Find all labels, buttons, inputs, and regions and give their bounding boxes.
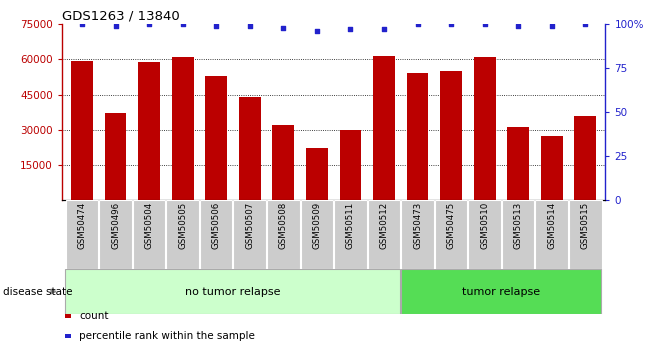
Bar xyxy=(373,56,395,200)
Bar xyxy=(65,334,70,338)
Bar xyxy=(239,97,260,200)
Text: disease state: disease state xyxy=(3,287,73,296)
Bar xyxy=(541,136,562,200)
Bar xyxy=(301,200,333,269)
Bar xyxy=(507,127,529,200)
Bar xyxy=(435,200,467,269)
Bar xyxy=(105,113,126,200)
Bar xyxy=(468,200,501,269)
Bar xyxy=(65,314,70,318)
Point xyxy=(312,28,322,34)
Text: GSM50496: GSM50496 xyxy=(111,202,120,249)
Text: GSM50507: GSM50507 xyxy=(245,202,255,249)
Text: GSM50508: GSM50508 xyxy=(279,202,288,249)
Bar xyxy=(368,200,400,269)
Point xyxy=(412,21,422,27)
Point xyxy=(178,21,188,27)
Bar xyxy=(340,130,361,200)
Bar xyxy=(272,125,294,200)
Text: GSM50474: GSM50474 xyxy=(77,202,87,249)
Bar xyxy=(138,62,160,200)
Bar xyxy=(574,116,596,200)
Bar xyxy=(167,200,199,269)
Bar xyxy=(66,200,98,269)
Text: GSM50505: GSM50505 xyxy=(178,202,187,249)
Point xyxy=(245,23,255,29)
Text: tumor relapse: tumor relapse xyxy=(462,287,540,296)
Bar xyxy=(200,200,232,269)
Bar xyxy=(401,200,434,269)
Text: GSM50510: GSM50510 xyxy=(480,202,489,249)
Point xyxy=(513,23,523,29)
Bar xyxy=(402,269,602,314)
Bar xyxy=(267,200,299,269)
Point xyxy=(77,21,87,27)
Point xyxy=(345,27,355,32)
Text: GSM50511: GSM50511 xyxy=(346,202,355,249)
Text: GDS1263 / 13840: GDS1263 / 13840 xyxy=(62,10,180,23)
Bar xyxy=(569,200,602,269)
Point xyxy=(211,23,221,29)
Bar xyxy=(474,57,495,200)
Text: GSM50513: GSM50513 xyxy=(514,202,523,249)
Text: GSM50514: GSM50514 xyxy=(547,202,556,249)
Bar xyxy=(71,60,93,200)
Bar xyxy=(65,269,400,314)
Text: count: count xyxy=(79,311,109,321)
Bar xyxy=(536,200,568,269)
Point xyxy=(110,23,120,29)
Bar xyxy=(502,200,534,269)
Point xyxy=(547,23,557,29)
Text: GSM50515: GSM50515 xyxy=(581,202,590,249)
Text: GSM50512: GSM50512 xyxy=(380,202,389,249)
Bar xyxy=(306,148,327,200)
Point xyxy=(580,21,590,27)
Point xyxy=(144,21,154,27)
Point xyxy=(446,21,456,27)
Bar xyxy=(172,57,193,200)
Text: GSM50506: GSM50506 xyxy=(212,202,221,249)
Bar xyxy=(407,73,428,200)
Text: GSM50509: GSM50509 xyxy=(312,202,322,249)
Text: GSM50504: GSM50504 xyxy=(145,202,154,249)
Bar xyxy=(334,200,367,269)
Bar xyxy=(234,200,266,269)
Text: GSM50473: GSM50473 xyxy=(413,202,422,249)
Text: no tumor relapse: no tumor relapse xyxy=(186,287,281,296)
Text: percentile rank within the sample: percentile rank within the sample xyxy=(79,332,255,341)
Bar xyxy=(133,200,165,269)
Point xyxy=(479,21,490,27)
Point xyxy=(379,27,389,32)
Point xyxy=(278,25,288,30)
Bar xyxy=(205,76,227,200)
Text: GSM50475: GSM50475 xyxy=(447,202,456,249)
Bar xyxy=(99,200,132,269)
Bar xyxy=(440,71,462,200)
